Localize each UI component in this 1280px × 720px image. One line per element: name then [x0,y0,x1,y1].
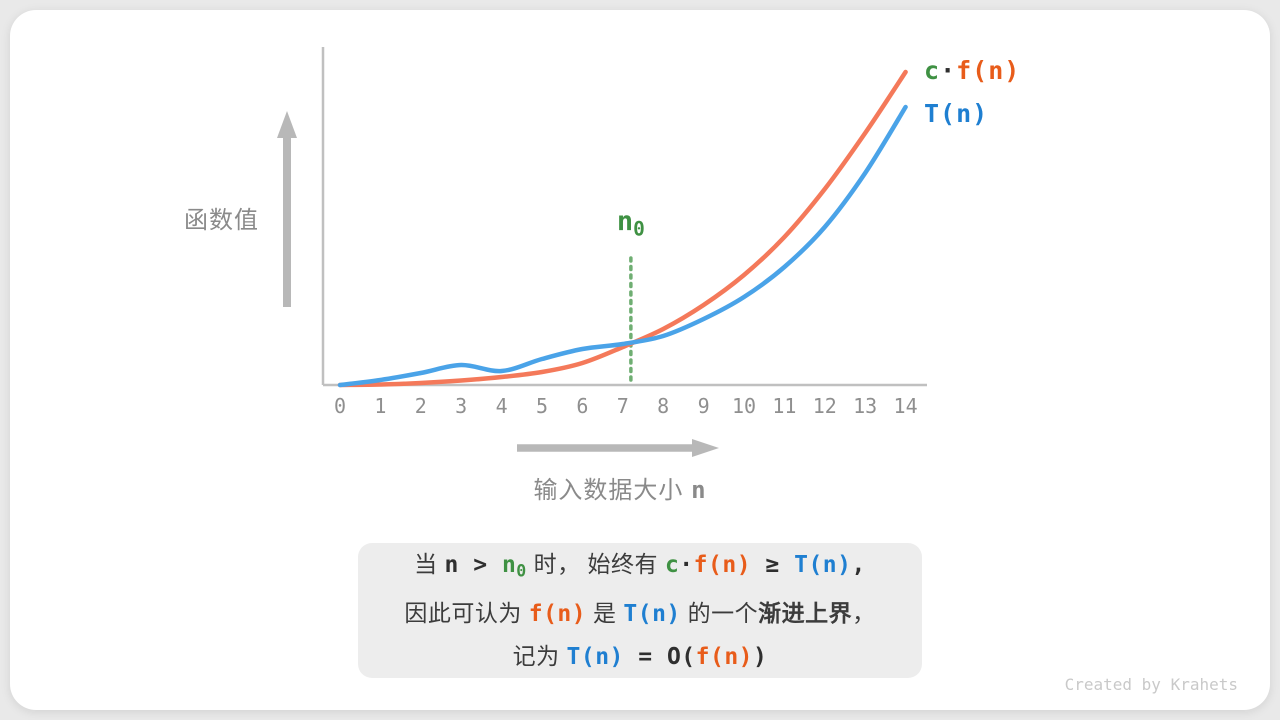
caption-line-1-segment: f(n) [693,551,752,578]
x-tick-label: 14 [893,394,918,418]
x-tick-label: 6 [576,394,589,418]
x-tick-label: 13 [853,394,878,418]
caption-line-1-segment: c [664,551,680,578]
n0-label-segment: n [616,206,634,237]
caption-line-2-segment: f(n) [528,601,587,628]
x-tick-label: 5 [535,394,549,418]
tn-curve [337,104,908,388]
caption-line-1-segment: n [444,551,459,578]
y-axis-label: 函数值 [184,207,259,234]
x-axis-label-segment: n [691,476,707,504]
caption-line-1-segment: ≥ [751,551,795,578]
x-tick-label: 10 [731,394,757,418]
n0-label-segment: 0 [633,217,645,241]
x-axis-label: 输入数据大小 n [450,470,790,505]
watermark: Created by Krahets [1064,675,1238,694]
x-tick-label: 1 [374,394,387,418]
caption-line-3-segment: f(n) [695,644,754,671]
x-tick-label: 0 [333,394,347,418]
x-tick-label: 8 [657,394,670,418]
x-tick-label: 4 [495,394,508,418]
caption-line-3: 记为 T(n) = O(f(n)) [358,635,922,678]
n0-annotation-label: n0 [617,206,645,240]
x-tick-label: 9 [697,394,710,418]
caption-line-1-segment: 0 [516,561,527,581]
caption-line-2-segment: 因此可认为 [404,600,529,627]
caption-line-1-segment: 当 [414,550,445,577]
legend-cfn-segment: · [940,56,957,85]
caption-line-1-segment: T(n) [794,551,852,578]
caption-line-1-segment: n [501,551,517,578]
caption-line-1-segment: 始终有 [587,550,665,577]
y-axis-arrow-head [277,111,297,138]
caption-box: 当 n > n0 时， 始终有 c·f(n) ≥ T(n), 因此可认为 f(n)… [358,543,922,678]
cfn-curve [337,69,908,388]
caption-line-2-segment: 渐进上界 [758,600,853,627]
caption-line-3-segment: ) [753,644,768,671]
caption-line-2-segment: 是 [586,600,624,627]
x-axis-arrow-head [692,439,719,457]
caption-line-1-segment: > [458,551,502,578]
legend-cfn-segment: c [924,56,941,85]
caption-line-2: 因此可认为 f(n) 是 T(n) 的一个渐进上界， [358,592,922,635]
caption-line-1-segment: , [851,551,866,578]
caption-line-3-segment: T(n) [566,644,624,671]
x-axis-label-segment: 输入数据大小 [533,477,692,504]
legend-entry-cfn: c·f(n) [924,56,1020,86]
x-tick-label: 11 [772,394,797,418]
x-tick-label: 12 [812,394,837,418]
x-tick-label: 7 [616,394,629,418]
caption-line-1-segment: 时， [526,550,588,577]
legend-cfn-segment: f(n) [956,56,1021,85]
caption-line-2-segment: T(n) [623,601,681,628]
caption-line-3-segment: = [623,644,667,671]
x-tick-label: 2 [414,394,427,418]
caption-line-1-segment: · [679,551,694,578]
x-tick-label: 3 [455,394,468,418]
caption-line-1: 当 n > n0 时， 始终有 c·f(n) ≥ T(n), [358,543,922,593]
caption-line-3-segment: O( [666,644,696,671]
legend-tn-segment: T(n) [924,99,989,128]
caption-line-2-segment: ， [852,600,876,627]
caption-line-3-segment: 记为 [512,643,567,670]
legend-entry-tn: T(n) [924,99,988,129]
caption-line-2-segment: 的一个 [680,600,759,627]
